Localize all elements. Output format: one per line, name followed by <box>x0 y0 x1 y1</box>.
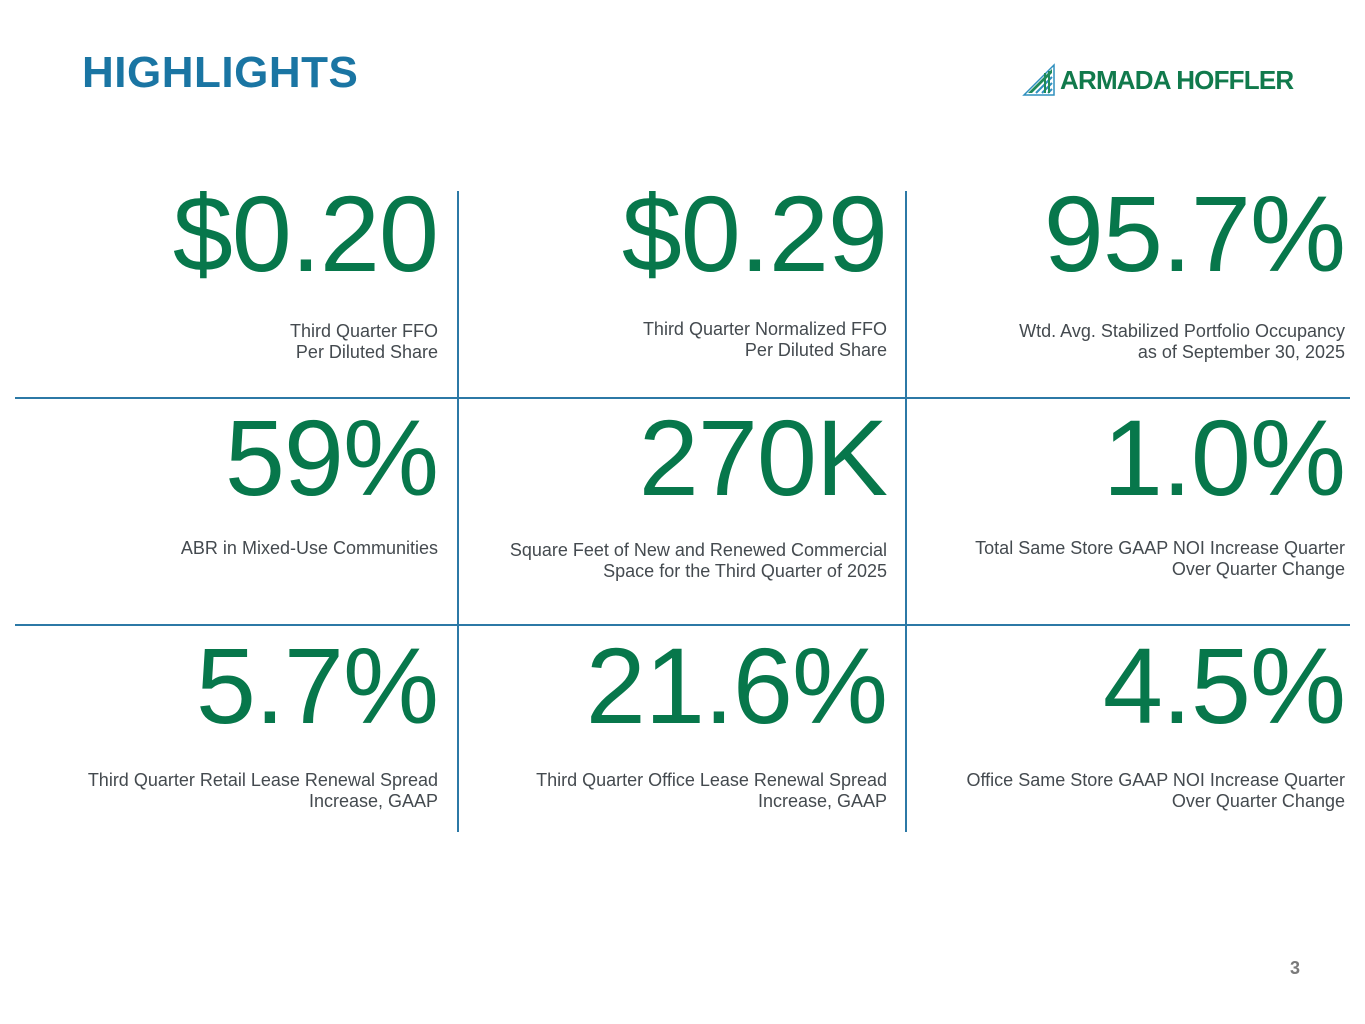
metric-label: Third Quarter Retail Lease Renewal Sprea… <box>87 770 438 811</box>
metric-value: $0.29 <box>621 173 888 294</box>
metric-label: Office Same Store GAAP NOI Increase Quar… <box>966 770 1346 811</box>
metric-square-feet: 270K Square Feet of New and Renewed Comm… <box>467 397 888 582</box>
row-divider <box>15 397 1350 399</box>
metric-label: Total Same Store GAAP NOI Increase Quart… <box>975 538 1345 579</box>
metric-total-same-store-noi: 1.0% Total Same Store GAAP NOI Increase … <box>925 397 1346 580</box>
metric-value: $0.20 <box>172 173 439 294</box>
metric-value: 21.6% <box>585 625 888 746</box>
page-number: 3 <box>1289 958 1300 978</box>
metric-ffo-per-share: $0.20 Third Quarter FFO Per Diluted Shar… <box>18 173 439 363</box>
metric-value: 59% <box>224 397 439 518</box>
metric-value: 95.7% <box>1043 173 1346 294</box>
page-title: HIGHLIGHTS <box>82 48 359 97</box>
column-divider <box>457 191 459 832</box>
metric-retail-lease-spread: 5.7% Third Quarter Retail Lease Renewal … <box>18 625 439 812</box>
metric-label: Third Quarter Normalized FFO Per Diluted… <box>642 319 887 360</box>
metric-value: 1.0% <box>1102 397 1346 518</box>
row-divider <box>15 624 1350 626</box>
metric-label: Third Quarter Office Lease Renewal Sprea… <box>536 770 887 811</box>
metric-normalized-ffo: $0.29 Third Quarter Normalized FFO Per D… <box>467 173 888 361</box>
metric-occupancy: 95.7% Wtd. Avg. Stabilized Portfolio Occ… <box>925 173 1346 363</box>
company-logo: ARMADA HOFFLER <box>1022 62 1294 98</box>
armada-hoffler-logo-icon <box>1022 63 1055 96</box>
metric-value: 270K <box>638 397 888 518</box>
metric-abr-mixed-use: 59% ABR in Mixed-Use Communities <box>18 397 439 559</box>
metric-value: 4.5% <box>1102 625 1346 746</box>
metric-office-same-store-noi: 4.5% Office Same Store GAAP NOI Increase… <box>925 625 1347 812</box>
logo-text: ARMADA HOFFLER <box>1060 64 1294 95</box>
metric-label: ABR in Mixed-Use Communities <box>180 538 438 558</box>
metric-label: Third Quarter FFO Per Diluted Share <box>289 321 438 362</box>
metric-label: Wtd. Avg. Stabilized Portfolio Occupancy… <box>1019 321 1345 362</box>
column-divider <box>905 191 907 832</box>
metric-office-lease-spread: 21.6% Third Quarter Office Lease Renewal… <box>467 625 888 812</box>
metric-label: Square Feet of New and Renewed Commercia… <box>509 540 887 581</box>
metric-value: 5.7% <box>195 625 439 746</box>
